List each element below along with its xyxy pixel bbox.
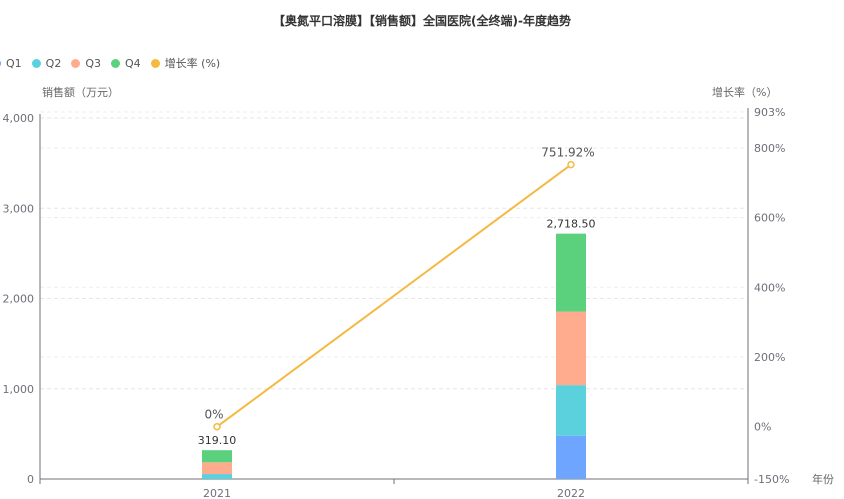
y-right-tick-label: 600% [754, 212, 785, 225]
x-axis-name: 年份 [812, 473, 834, 486]
x-tick-label: 2022 [557, 487, 585, 499]
legend-item-q3[interactable]: Q3 [71, 57, 101, 70]
legend-dot-q1 [0, 58, 1, 68]
bar-total-label: 2,718.50 [547, 218, 596, 231]
legend: Q1 Q2 Q3 Q4 增长率 (%) [0, 55, 230, 71]
y-right-tick-label: 400% [754, 281, 785, 294]
chart-title: 【奥氮平口溶膜】【销售额】全国医院(全终端)-年度趋势 [273, 14, 571, 28]
y-right-tick-label: 200% [754, 351, 785, 364]
y-right-tick-label: 903% [754, 106, 785, 119]
growth-label: 0% [204, 408, 223, 422]
y-left-tick-label: 3,000 [3, 202, 35, 215]
y-left-tick-label: 4,000 [3, 112, 35, 125]
y-right-tick-label: 0% [754, 421, 771, 434]
legend-label-q1: Q1 [6, 56, 22, 70]
y-left-axis-name: 销售额（万元） [42, 86, 119, 99]
legend-label-q4: Q4 [125, 56, 141, 70]
growth-label: 751.92% [541, 146, 594, 160]
legend-dot-growth [150, 58, 160, 68]
legend-dot-q2 [31, 58, 41, 68]
growth-line [216, 163, 572, 428]
y-right-axis-name: 增长率（%） [712, 86, 778, 99]
bar-q4-2022 [556, 233, 586, 312]
legend-dot-q3 [71, 58, 81, 68]
legend-label-q2: Q2 [45, 56, 62, 70]
y-left-tick-label: 2,000 [3, 293, 35, 306]
bar-q2-2022 [556, 385, 586, 436]
legend-item-growth[interactable]: 增长率 (%) [150, 55, 221, 71]
bar-q2-2021 [202, 474, 232, 479]
bar-q3-2022 [556, 311, 586, 386]
growth-point [567, 160, 575, 169]
x-tick-label: 2021 [203, 487, 231, 499]
y-left-tick-label: 1,000 [3, 383, 35, 396]
bar-q3-2021 [202, 462, 232, 475]
y-left-tick-label: 0 [27, 473, 34, 486]
bar-q4-2021 [202, 450, 232, 463]
legend-dot-q4 [111, 58, 121, 68]
growth-point [213, 422, 221, 431]
bar-total-label: 319.10 [198, 434, 237, 447]
legend-label-q3: Q3 [85, 56, 102, 70]
legend-item-q2[interactable]: Q2 [31, 56, 62, 70]
y-right-tick-label: -150% [754, 473, 789, 486]
legend-item-q1[interactable]: Q1 [0, 57, 22, 70]
legend-item-q4[interactable]: Q4 [111, 57, 141, 70]
y-right-tick-label: 800% [754, 142, 785, 155]
legend-label-growth: 增长率 (%) [164, 57, 221, 70]
bar-q1-2022 [556, 435, 586, 479]
